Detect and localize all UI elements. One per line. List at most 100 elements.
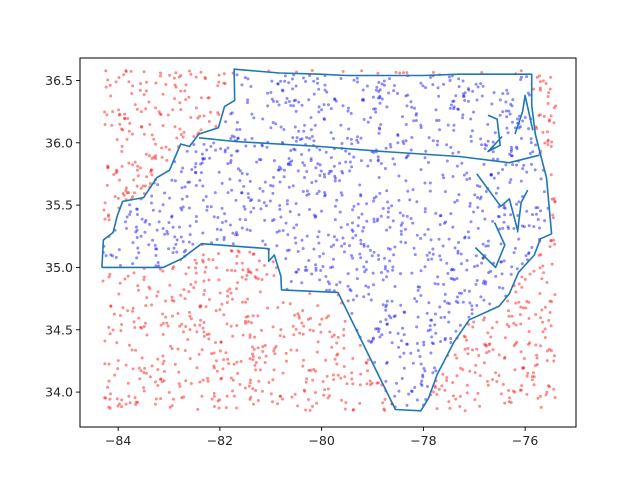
inside-point — [409, 100, 413, 104]
inside-point — [405, 214, 409, 218]
outside-point — [296, 312, 300, 316]
outside-point — [231, 297, 234, 301]
outside-point — [520, 384, 524, 388]
inside-point — [456, 107, 460, 111]
inside-point — [346, 109, 350, 113]
outside-point — [144, 371, 148, 375]
inside-point — [171, 251, 175, 255]
outside-point — [333, 357, 337, 361]
inside-point — [525, 209, 529, 213]
outside-point — [166, 324, 170, 328]
inside-point — [158, 209, 162, 213]
inside-point — [179, 206, 183, 210]
outside-point — [178, 101, 182, 105]
outside-point — [545, 390, 549, 394]
inside-point — [402, 351, 406, 355]
inside-point — [449, 145, 453, 149]
inside-point — [396, 133, 400, 137]
outside-point — [525, 392, 529, 396]
inside-point — [416, 315, 420, 319]
outside-point — [458, 394, 462, 398]
inside-point — [340, 244, 344, 248]
inside-point — [405, 342, 409, 346]
inside-point — [486, 244, 490, 248]
inside-point — [489, 173, 493, 177]
outside-point — [166, 113, 170, 117]
outside-point — [158, 71, 162, 75]
inside-point — [423, 210, 427, 214]
inside-point — [317, 87, 321, 91]
inside-point — [302, 129, 306, 133]
outside-point — [143, 366, 147, 370]
outside-point — [243, 319, 247, 323]
inside-point — [431, 83, 435, 87]
outside-point — [111, 328, 115, 332]
inside-point — [405, 104, 409, 108]
outside-point — [324, 358, 328, 362]
inside-point — [303, 123, 306, 127]
outside-point — [366, 358, 370, 362]
inside-point — [505, 126, 509, 130]
outside-point — [330, 335, 334, 339]
inside-point — [320, 108, 324, 112]
inside-point — [287, 185, 291, 189]
inside-point — [223, 212, 227, 216]
inside-point — [395, 381, 399, 385]
inside-point — [429, 318, 433, 322]
outside-point — [103, 362, 107, 366]
outside-point — [513, 368, 517, 372]
inside-point — [490, 102, 494, 106]
inside-point — [194, 214, 198, 218]
outside-point — [241, 268, 245, 272]
outside-point — [216, 111, 220, 115]
outside-point — [538, 80, 542, 84]
outside-point — [162, 369, 166, 373]
outside-point — [121, 128, 125, 132]
inside-point — [433, 323, 437, 327]
inside-point — [457, 193, 461, 197]
inside-point — [499, 260, 503, 264]
inside-point — [298, 138, 302, 142]
outside-point — [103, 122, 107, 126]
outside-point — [302, 358, 306, 362]
outside-point — [553, 200, 557, 204]
outside-point — [522, 366, 526, 370]
outside-point — [310, 404, 314, 408]
inside-point — [381, 207, 385, 210]
inside-point — [452, 107, 456, 111]
inside-point — [335, 238, 339, 242]
inside-point — [404, 123, 408, 127]
outside-point — [258, 290, 262, 294]
inside-point — [226, 162, 230, 166]
inside-point — [290, 159, 294, 163]
outside-point — [549, 349, 553, 353]
outside-point — [319, 330, 323, 334]
outside-point — [127, 129, 131, 133]
inside-point — [232, 135, 236, 139]
outside-point — [164, 145, 168, 149]
outside-point — [225, 322, 229, 326]
outside-point — [512, 321, 516, 325]
inside-point — [325, 90, 329, 94]
inside-point — [434, 211, 438, 215]
inside-point — [479, 82, 483, 86]
outside-point — [211, 258, 215, 262]
outside-point — [106, 165, 110, 169]
inside-point — [378, 88, 382, 92]
inside-point — [357, 216, 361, 220]
inside-point — [212, 215, 216, 219]
outside-point — [308, 328, 312, 332]
inside-point — [360, 98, 364, 102]
inside-point — [282, 128, 286, 132]
inside-point — [409, 389, 413, 393]
inside-point — [484, 280, 488, 284]
inside-point — [356, 224, 360, 228]
inside-point — [479, 295, 483, 299]
inside-point — [451, 225, 455, 229]
outside-point — [139, 110, 143, 114]
inside-point — [329, 107, 333, 111]
outside-point — [202, 321, 206, 325]
inside-point — [388, 330, 392, 334]
outside-point — [225, 289, 229, 293]
outside-point — [486, 331, 490, 335]
